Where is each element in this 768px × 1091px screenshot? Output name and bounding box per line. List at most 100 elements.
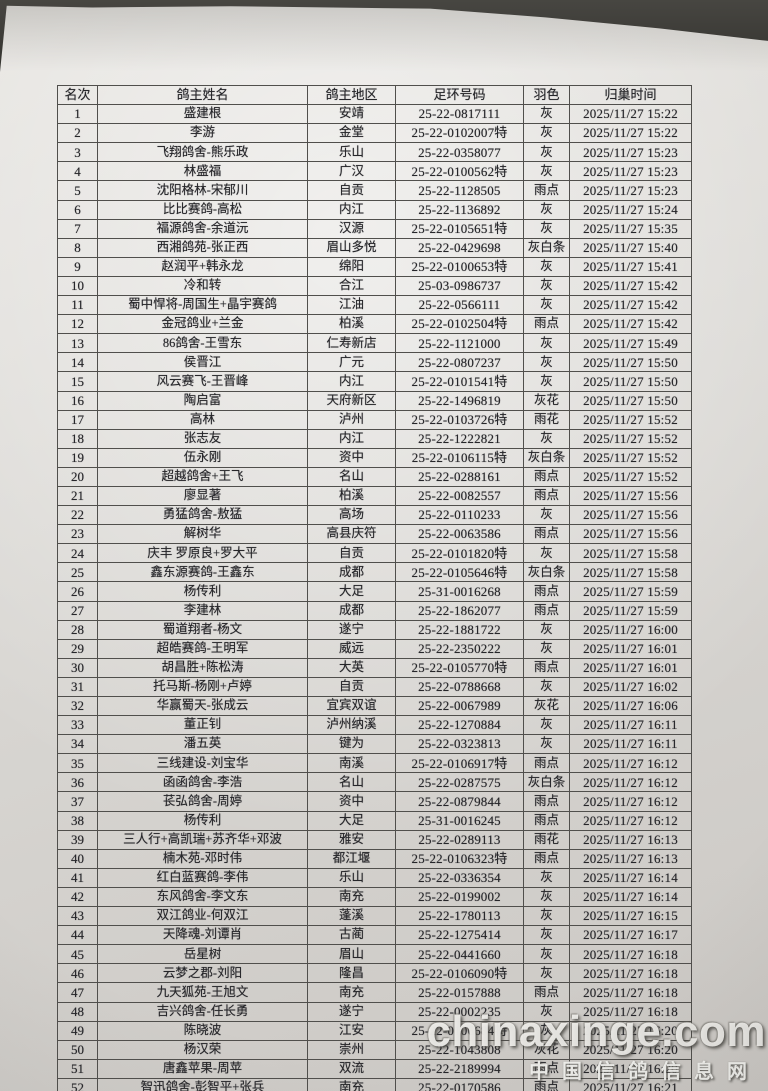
cell-ring-number: 25-22-0429698 [395, 237, 524, 258]
table-row: 36 函函鸽舍-李浩 名山 25-22-0287575 灰白条 2025/11/… [57, 772, 692, 793]
cell-return-time: 2025/11/27 16:18 [569, 963, 692, 984]
column-header-return-time: 归巢时间 [569, 84, 692, 106]
cell-rank: 24 [57, 543, 98, 564]
cell-feather-color: 灰 [523, 295, 570, 316]
cell-rank: 28 [57, 619, 98, 640]
cell-region: 自贡 [307, 676, 396, 698]
cell-region: 绵阳 [307, 256, 396, 277]
cell-ring-number: 25-22-0002235 [395, 1001, 524, 1022]
table-row: 31 托马斯-杨刚+卢婷 自贡 25-22-0788668 灰 2025/11/… [57, 676, 692, 698]
cell-region: 乐山 [307, 142, 396, 163]
cell-owner-name: 蜀中悍将-周国生+晶宇赛鸽 [97, 295, 308, 316]
cell-return-time: 2025/11/27 15:24 [569, 199, 692, 220]
cell-feather-color: 灰 [523, 886, 570, 908]
cell-region: 内江 [307, 371, 396, 392]
cell-region: 江油 [307, 295, 396, 316]
table-row: 51 唐鑫苹果-周苹 双流 25-22-2189994 雨点 2025/11/2… [57, 1058, 692, 1079]
cell-rank: 5 [57, 180, 98, 201]
cell-ring-number: 25-22-0289113 [395, 829, 524, 850]
cell-rank: 37 [57, 791, 98, 812]
cell-region: 泸州纳溪 [307, 715, 396, 736]
cell-feather-color: 灰白条 [523, 447, 570, 468]
cell-owner-name: 胡昌胜+陈松涛 [97, 657, 308, 678]
table-row: 30 胡昌胜+陈松涛 大英 25-22-0105770特 雨点 2025/11/… [57, 657, 692, 678]
cell-region: 汉源 [307, 218, 396, 239]
cell-owner-name: 侯晋江 [97, 352, 308, 373]
cell-feather-color: 灰 [523, 619, 570, 640]
table-row: 45 岳星树 眉山 25-22-0441660 灰 2025/11/27 16:… [57, 944, 692, 965]
cell-owner-name: 董正钊 [97, 715, 308, 736]
cell-rank: 30 [57, 657, 98, 678]
cell-owner-name: 张志友 [97, 428, 308, 449]
cell-region: 都江堰 [307, 848, 396, 869]
cell-return-time: 2025/11/27 15:56 [569, 485, 692, 507]
cell-feather-color: 灰 [523, 925, 570, 946]
cell-region: 合江 [307, 275, 396, 297]
cell-ring-number: 25-22-1222821 [395, 428, 524, 449]
cell-return-time: 2025/11/27 15:42 [569, 314, 692, 335]
cell-return-time: 2025/11/27 15:56 [569, 505, 692, 526]
column-header-owner-name: 鸽主姓名 [97, 84, 308, 106]
table-row: 25 鑫东源赛鸽-王鑫东 成都 25-22-0105646特 灰白条 2025/… [57, 562, 692, 583]
cell-ring-number: 25-22-0106323特 [395, 848, 524, 869]
cell-owner-name: 双江鸽业-何双江 [97, 906, 308, 927]
cell-region: 乐山 [307, 867, 396, 888]
cell-return-time: 2025/11/27 15:50 [569, 390, 692, 411]
cell-ring-number: 25-22-0101541特 [395, 371, 524, 392]
cell-return-time: 2025/11/27 16:12 [569, 753, 692, 774]
cell-ring-number: 25-22-0102007特 [395, 123, 524, 144]
cell-ring-number: 25-22-0106115特 [395, 447, 524, 468]
cell-ring-number: 25-22-0067989 [395, 695, 524, 717]
cell-rank: 9 [57, 256, 98, 277]
cell-return-time: 2025/11/27 15:23 [569, 142, 692, 163]
cell-feather-color: 灰 [523, 142, 570, 163]
cell-ring-number: 25-22-0157888 [395, 982, 524, 1003]
cell-ring-number: 25-22-0082557 [395, 485, 524, 507]
cell-ring-number: 25-22-0100653特 [395, 256, 524, 277]
cell-owner-name: 福源鸽舍-余道沅 [97, 218, 308, 239]
cell-owner-name: 杨汉荣 [97, 1039, 308, 1060]
cell-return-time: 2025/11/27 15:59 [569, 600, 692, 621]
table-row: 8 西湘鸽苑-张正西 眉山多悦 25-22-0429698 灰白条 2025/1… [57, 237, 692, 258]
cell-return-time: 2025/11/27 16:18 [569, 1001, 692, 1022]
cell-ring-number: 25-31-0016268 [395, 581, 524, 602]
cell-feather-color: 雨点 [523, 848, 570, 869]
cell-return-time: 2025/11/27 15:42 [569, 275, 692, 297]
cell-region: 大足 [307, 581, 396, 602]
cell-feather-color: 灰 [523, 963, 570, 984]
cell-feather-color: 灰 [523, 734, 570, 755]
cell-owner-name: 高林 [97, 409, 308, 430]
cell-feather-color: 灰 [523, 867, 570, 888]
cell-region: 南充 [307, 886, 396, 908]
cell-feather-color: 灰 [523, 428, 570, 449]
cell-feather-color: 灰 [523, 333, 570, 354]
cell-ring-number: 25-22-1496819 [395, 390, 524, 411]
cell-feather-color: 灰 [523, 161, 570, 182]
table-row: 42 东风鸽舍-李文东 南充 25-22-0199002 灰 2025/11/2… [57, 886, 692, 908]
cell-return-time: 2025/11/27 15:35 [569, 218, 692, 239]
cell-ring-number: 25-22-0103726特 [395, 409, 524, 430]
cell-feather-color: 灰白条 [523, 562, 570, 583]
cell-return-time: 2025/11/27 15:52 [569, 428, 692, 449]
table-row: 26 杨传利 大足 25-31-0016268 雨点 2025/11/27 15… [57, 581, 692, 602]
cell-owner-name: 86鸽舍-王雪东 [97, 333, 308, 354]
cell-owner-name: 苌弘鸽舍-周婷 [97, 791, 308, 812]
cell-region: 南充 [307, 1077, 396, 1091]
table-row: 27 李建林 成都 25-22-1862077 雨点 2025/11/27 15… [57, 600, 692, 621]
cell-return-time: 2025/11/27 16:20 [569, 1058, 692, 1079]
cell-rank: 4 [57, 161, 98, 182]
table-row: 6 比比赛鸽-高松 内江 25-22-1136892 灰 2025/11/27 … [57, 199, 692, 220]
cell-return-time: 2025/11/27 16:01 [569, 638, 692, 659]
cell-ring-number: 25-22-0288161 [395, 466, 524, 487]
cell-owner-name: 函函鸽舍-李浩 [97, 772, 308, 793]
cell-return-time: 2025/11/27 15:22 [569, 123, 692, 144]
cell-owner-name: 林盛福 [97, 161, 308, 182]
cell-owner-name: 三线建设-刘宝华 [97, 753, 308, 774]
cell-rank: 6 [57, 199, 98, 220]
cell-feather-color: 雨点 [523, 600, 570, 621]
cell-return-time: 2025/11/27 16:00 [569, 619, 692, 640]
table-row: 20 超越鸽舍+王飞 名山 25-22-0288161 雨点 2025/11/2… [57, 466, 692, 487]
cell-owner-name: 超越鸽舍+王飞 [97, 466, 308, 487]
cell-rank: 15 [57, 371, 98, 392]
table-row: 40 楠木苑-邓时伟 都江堰 25-22-0106323特 雨点 2025/11… [57, 848, 692, 869]
